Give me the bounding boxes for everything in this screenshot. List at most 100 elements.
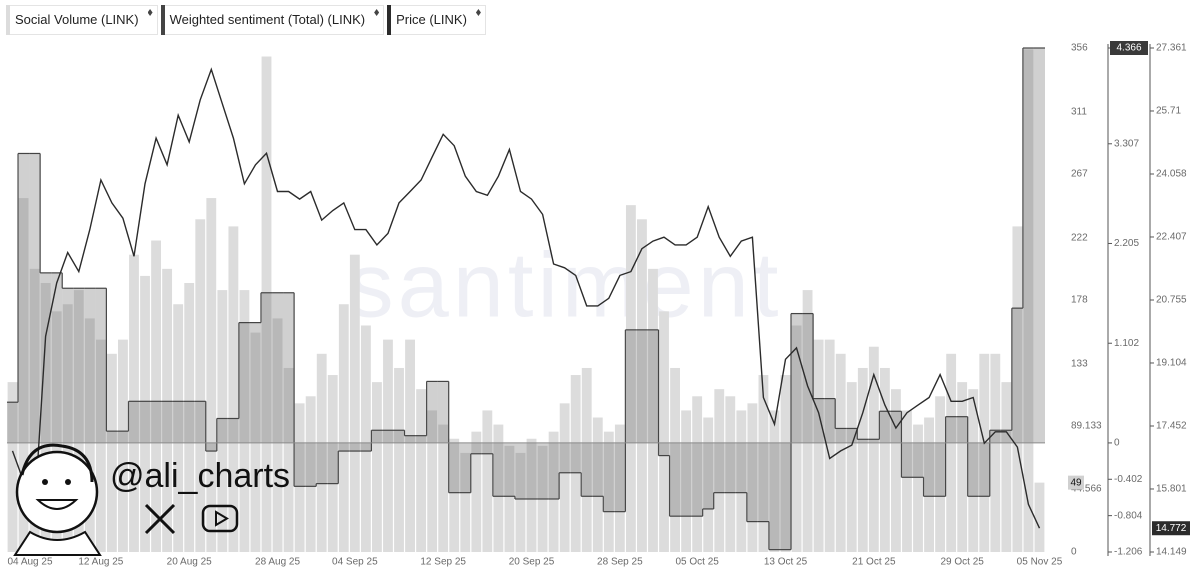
legend-swatch <box>387 5 392 35</box>
sentiment-area <box>691 442 703 517</box>
volume-bar <box>526 438 537 552</box>
volume-bar <box>946 353 957 552</box>
legend-icon <box>147 9 153 16</box>
x-tick-label: 21 Oct 25 <box>852 557 896 568</box>
y-tick-label: 44.566 <box>1071 484 1102 495</box>
volume-bar <box>1012 226 1023 552</box>
sentiment-area <box>724 442 736 493</box>
sentiment-area <box>680 442 692 517</box>
value-badge <box>1152 521 1190 536</box>
legend-item[interactable]: Social Volume (LINK) <box>6 5 158 35</box>
volume-bar <box>769 410 780 552</box>
volume-bar <box>140 275 150 552</box>
volume-bar <box>338 304 349 552</box>
sentiment-area <box>426 381 438 443</box>
sentiment-area <box>603 442 615 512</box>
volume-bar <box>84 318 95 552</box>
volume-bar <box>857 367 868 552</box>
sentiment-area <box>62 288 74 443</box>
sentiment-area <box>216 418 228 443</box>
volume-bar <box>924 417 934 552</box>
volume-bar <box>879 367 890 552</box>
volume-bar <box>438 424 449 552</box>
sentiment-area <box>503 442 515 497</box>
volume-bar <box>327 375 338 552</box>
sentiment-area <box>437 381 449 443</box>
volume-bar <box>7 382 18 552</box>
value-badge-label: 4.366 <box>1116 43 1141 54</box>
sentiment-area <box>868 439 880 443</box>
price-line <box>11 67 1041 529</box>
sentiment-area <box>768 442 780 550</box>
x-tick-label: 29 Oct 25 <box>941 557 985 568</box>
sentiment-area <box>570 442 582 473</box>
y-tick-label: 356 <box>1071 43 1088 54</box>
sentiment-area <box>327 442 339 484</box>
volume-bar <box>990 353 1001 552</box>
volume-bar <box>62 304 73 552</box>
volume-bar <box>670 367 680 552</box>
legend-item[interactable]: Weighted sentiment (Total) (LINK) <box>160 5 385 35</box>
sentiment-area <box>614 442 626 512</box>
sentiment-area <box>978 442 990 497</box>
sentiment-area <box>95 288 107 443</box>
volume-bar <box>913 424 923 552</box>
sentiment-area <box>29 153 41 443</box>
x-tick-label: 13 Oct 25 <box>764 557 808 568</box>
volume-bar <box>902 410 912 552</box>
y2-tick-label: 2.205 <box>1114 238 1139 249</box>
volume-bar <box>151 240 161 553</box>
sentiment-area <box>161 401 173 443</box>
y3-tick-label: 14.149 <box>1156 547 1187 558</box>
sentiment-area <box>934 442 946 497</box>
youtube-icon[interactable] <box>201 504 239 533</box>
sentiment-area <box>559 442 571 473</box>
volume-bar <box>482 410 493 552</box>
volume-bar <box>195 219 206 552</box>
y3-tick-label: 20.755 <box>1156 295 1187 306</box>
sentiment-area <box>448 442 460 493</box>
y-tick-label: 0 <box>1071 547 1077 558</box>
volume-bar <box>692 396 703 552</box>
volume-bar <box>95 339 106 552</box>
volume-bar <box>957 382 968 552</box>
x-icon[interactable] <box>144 503 176 535</box>
avatar-hair <box>20 443 94 483</box>
volume-bar <box>29 268 40 552</box>
volume-bar <box>217 290 228 552</box>
sentiment-area <box>249 322 261 443</box>
y-tick-label: 133 <box>1071 358 1088 369</box>
sentiment-area <box>73 288 85 443</box>
sentiment-area <box>260 292 273 443</box>
sentiment-area <box>813 398 825 443</box>
volume-bar <box>891 389 901 552</box>
sentiment-area <box>636 329 648 443</box>
sentiment-area <box>514 442 526 499</box>
volume-bar <box>383 339 393 552</box>
volume-bar <box>129 254 139 552</box>
volume-bar <box>714 389 725 552</box>
sentiment-area <box>459 442 471 493</box>
sentiment-area <box>481 442 493 454</box>
handle: @ali_charts <box>110 457 290 495</box>
sentiment-area <box>857 439 869 443</box>
sentiment-area <box>879 411 891 443</box>
volume-bar <box>868 346 879 552</box>
y-tick-label: 222 <box>1071 232 1088 243</box>
volume-bar <box>758 375 769 552</box>
sentiment-area <box>117 431 129 443</box>
sentiment-area <box>84 288 96 443</box>
sentiment-area <box>393 430 405 443</box>
y3-tick-label: 24.058 <box>1156 169 1187 180</box>
value-badge <box>1068 475 1084 490</box>
legend-item[interactable]: Price (LINK) <box>387 5 486 35</box>
volume-bar <box>625 205 636 553</box>
volume-bar <box>603 431 614 552</box>
y-tick-label: 178 <box>1071 295 1088 306</box>
avatar <box>15 450 99 534</box>
sentiment-area <box>338 442 350 452</box>
y3-tick-label: 25.71 <box>1156 106 1181 117</box>
avatar-eye <box>42 479 48 485</box>
volume-bar <box>372 382 382 552</box>
